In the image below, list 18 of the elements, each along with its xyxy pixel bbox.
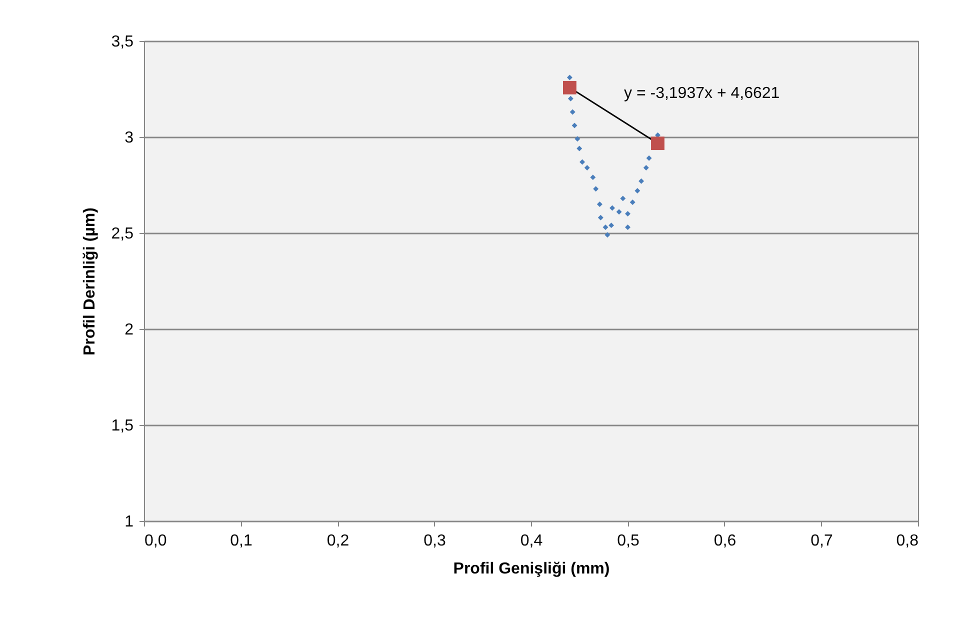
x-tick-label: 0,7 bbox=[810, 532, 833, 550]
x-tick-label: 0,4 bbox=[520, 532, 543, 550]
x-tick-label: 0,0 bbox=[144, 532, 167, 550]
x-axis-title: Profil Genişliği (mm) bbox=[453, 560, 610, 578]
x-tick-label: 0,1 bbox=[230, 532, 252, 550]
y-tick-label: 3,5 bbox=[111, 34, 134, 50]
y-tick-label: 3 bbox=[124, 130, 134, 146]
x-tick-label: 0,3 bbox=[424, 532, 446, 550]
y-tick-label: 1,5 bbox=[111, 418, 134, 434]
y-tick-label: 2 bbox=[124, 322, 134, 338]
y-tick-label: 1 bbox=[124, 514, 134, 530]
x-tick-label: 0,5 bbox=[617, 532, 640, 550]
annotation: y = -3,1937x + 4,6621 bbox=[624, 85, 780, 102]
x-tick-label: 0,8 bbox=[896, 532, 919, 550]
x-tick-label: 0,6 bbox=[714, 532, 736, 550]
x-tick-label: 0,2 bbox=[326, 532, 350, 550]
y-tick-label: 2,5 bbox=[111, 226, 134, 242]
y-axis-title: Profil Derinliği (µm) bbox=[81, 208, 98, 356]
